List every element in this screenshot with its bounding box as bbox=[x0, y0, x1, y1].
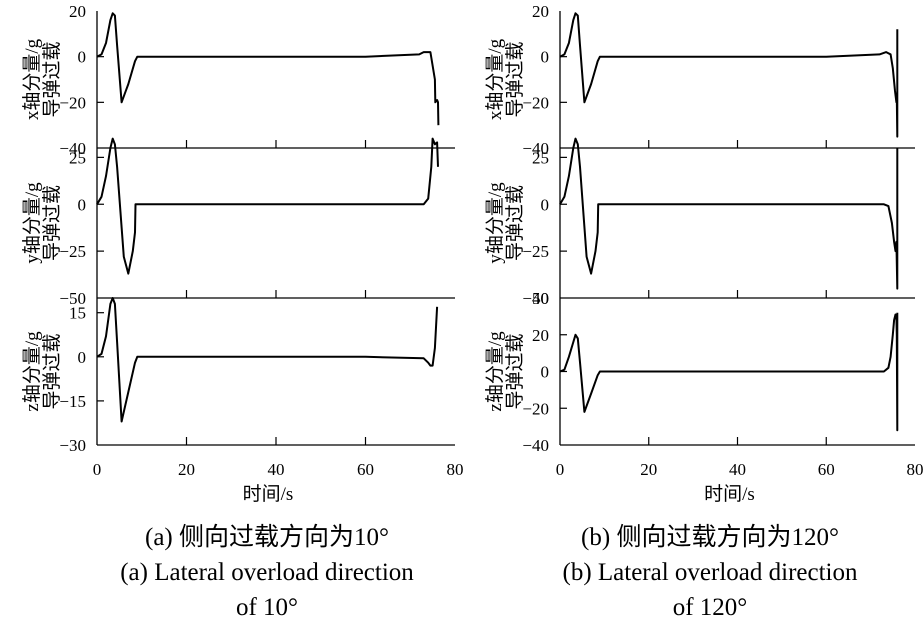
caption-b: (b) 侧向过载方向为120° (b) Lateral overload dir… bbox=[500, 520, 920, 625]
panela-z-y-tick-label: 15 bbox=[69, 304, 86, 323]
caption-a-en-line1: (a) Lateral overload direction bbox=[120, 559, 414, 586]
panela-y-ylabel-line2: 导弹过载 bbox=[41, 185, 63, 261]
panela-x-y-tick-label: 0 bbox=[78, 48, 87, 67]
panela-x-series-line bbox=[96, 12, 440, 126]
caption-b-en-line2: of 120° bbox=[672, 594, 748, 621]
panelb-y-ylabel-line1: y轴分量/g bbox=[484, 182, 506, 264]
panela-x-tick-label: 80 bbox=[447, 460, 464, 479]
panela-x-tick-label: 60 bbox=[357, 460, 374, 479]
panela-x-y-tick-label: −20 bbox=[59, 93, 86, 112]
panela-y-y-tick-label: 25 bbox=[69, 148, 86, 167]
panela-x-y-tick-label: −40 bbox=[59, 139, 86, 158]
panelb-x-y-tick-label: −20 bbox=[522, 93, 549, 112]
panelb-z-y-tick-label: −20 bbox=[522, 399, 549, 418]
panela-y-ylabel-line1: y轴分量/g bbox=[21, 182, 43, 264]
panelb-z-y-tick-label: 0 bbox=[541, 363, 550, 382]
panela-x-tick-label: 20 bbox=[178, 460, 195, 479]
panelb-x-tick-label: 80 bbox=[907, 460, 924, 479]
panelb-x-label: 时间/s bbox=[704, 483, 755, 505]
panelb-z-y-tick-label: 20 bbox=[532, 326, 549, 345]
panela-z-ylabel-line2: 导弹过载 bbox=[41, 333, 63, 409]
panela-x-ylabel-line1: x轴分量/g bbox=[21, 38, 43, 120]
panelb-x-y-tick-label: 20 bbox=[532, 2, 549, 21]
panelb-y-ylabel-line2: 导弹过载 bbox=[504, 185, 526, 261]
panelb-x-tick-label: 40 bbox=[729, 460, 746, 479]
panelb-x-tick-label: 60 bbox=[818, 460, 835, 479]
panelb-y-y-tick-label: 0 bbox=[541, 195, 550, 214]
panelb-y-y-tick-label: −25 bbox=[522, 242, 549, 261]
panela-y-y-tick-label: −25 bbox=[59, 242, 86, 261]
panelb-y-y-tick-label: 25 bbox=[532, 148, 549, 167]
caption-a: (a) 侧向过载方向为10° (a) Lateral overload dire… bbox=[57, 520, 477, 625]
panela-x-label: 时间/s bbox=[243, 483, 294, 505]
panelb-y-series-line bbox=[559, 137, 899, 290]
panela-z-ylabel-line1: z轴分量/g bbox=[21, 331, 43, 412]
panelb-y-y-tick-label: −50 bbox=[522, 289, 549, 308]
panelb-x-tick-label: 20 bbox=[640, 460, 657, 479]
caption-a-en-line2: of 10° bbox=[235, 594, 299, 621]
panelb-z-y-tick-label: −40 bbox=[522, 436, 549, 455]
caption-b-en-line1: (b) Lateral overload direction bbox=[562, 559, 858, 586]
panela-x-ylabel-line2: 导弹过载 bbox=[41, 41, 63, 117]
panela-z-series-line bbox=[96, 297, 439, 423]
panela-y-series-line bbox=[96, 137, 439, 275]
panelb-x-series-line bbox=[559, 12, 899, 138]
panela-z-y-tick-label: −30 bbox=[59, 436, 86, 455]
panelb-z-ylabel-line1: z轴分量/g bbox=[484, 331, 506, 412]
panela-x-y-tick-label: 20 bbox=[69, 2, 86, 21]
panela-x-tick-label: 40 bbox=[268, 460, 285, 479]
panelb-x-ylabel-line2: 导弹过载 bbox=[504, 41, 526, 117]
caption-a-cn: (a) 侧向过载方向为10° bbox=[145, 524, 389, 551]
panelb-x-ylabel-line1: x轴分量/g bbox=[484, 38, 506, 120]
caption-b-cn: (b) 侧向过载方向为120° bbox=[581, 524, 839, 551]
panela-x-tick-label: 0 bbox=[93, 460, 102, 479]
panelb-x-y-tick-label: 0 bbox=[541, 48, 550, 67]
panela-z-y-tick-label: −15 bbox=[59, 392, 86, 411]
panelb-z-y-tick-label: 40 bbox=[532, 289, 549, 308]
panelb-x-y-tick-label: −40 bbox=[522, 139, 549, 158]
panelb-z-ylabel-line2: 导弹过载 bbox=[504, 333, 526, 409]
panelb-z-series-line bbox=[559, 312, 899, 432]
panela-y-y-tick-label: −50 bbox=[59, 289, 86, 308]
panelb-x-tick-label: 0 bbox=[556, 460, 565, 479]
panela-y-y-tick-label: 0 bbox=[78, 195, 87, 214]
panela-z-y-tick-label: 0 bbox=[78, 348, 87, 367]
